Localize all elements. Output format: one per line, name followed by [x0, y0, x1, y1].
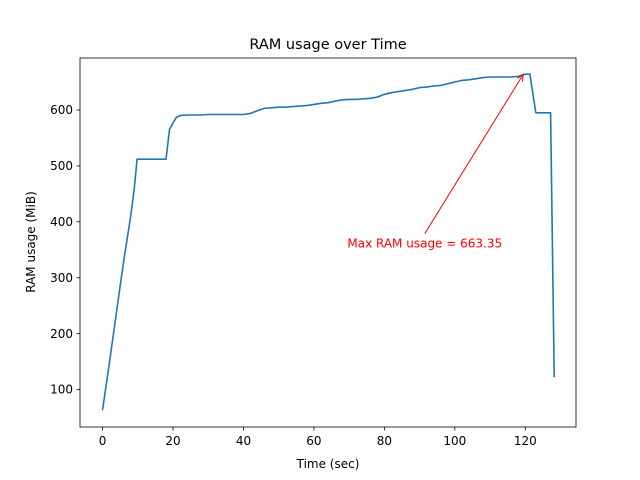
x-tick-label: 80 — [377, 434, 392, 448]
y-tick-label: 400 — [50, 215, 73, 229]
x-tick-label: 40 — [236, 434, 251, 448]
annotation-text: Max RAM usage = 663.35 — [347, 237, 502, 251]
x-tick-label: 0 — [99, 434, 107, 448]
axes-frame — [79, 57, 577, 428]
y-axis-title: RAM usage (MiB) — [24, 191, 38, 293]
x-tick-label: 120 — [514, 434, 537, 448]
annotation-arrow-head — [517, 73, 524, 82]
y-tick-label: 100 — [50, 383, 73, 397]
x-axis-title: Time (sec) — [296, 457, 360, 471]
y-axis-ticks: 100 200 300 400 500 600 — [50, 103, 80, 397]
plot-area — [101, 73, 555, 411]
annotation-arrow-line — [424, 76, 523, 234]
chart-title: RAM usage over Time — [249, 37, 406, 53]
x-tick-label: 20 — [165, 434, 180, 448]
x-tick-label: 100 — [443, 434, 466, 448]
x-axis-ticks: 0 20 40 60 80 100 120 — [99, 427, 537, 448]
y-tick-label: 500 — [50, 159, 73, 173]
y-tick-label: 200 — [50, 327, 73, 341]
series-line-ram-usage — [101, 73, 555, 411]
y-tick-label: 600 — [50, 103, 73, 117]
y-tick-label: 300 — [50, 271, 73, 285]
annotation: Max RAM usage = 663.35 — [347, 73, 524, 251]
x-tick-label: 60 — [306, 434, 321, 448]
